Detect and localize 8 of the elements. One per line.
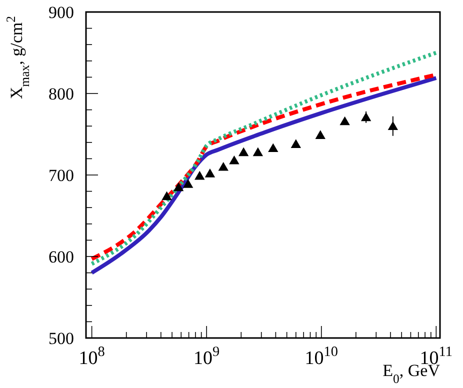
y-tick-label: 500 — [48, 329, 74, 348]
y-tick-label: 700 — [48, 166, 74, 185]
y-tick-label: 900 — [48, 3, 74, 22]
y-tick-label: 800 — [48, 84, 74, 104]
y-tick-label: 600 — [48, 248, 74, 266]
x-tick-label: 10$^{9}$ — [194, 344, 220, 369]
x-tick-label: 10$^{10}$ — [304, 344, 338, 369]
x-tick-label: 10$^{8}$ — [78, 344, 105, 369]
